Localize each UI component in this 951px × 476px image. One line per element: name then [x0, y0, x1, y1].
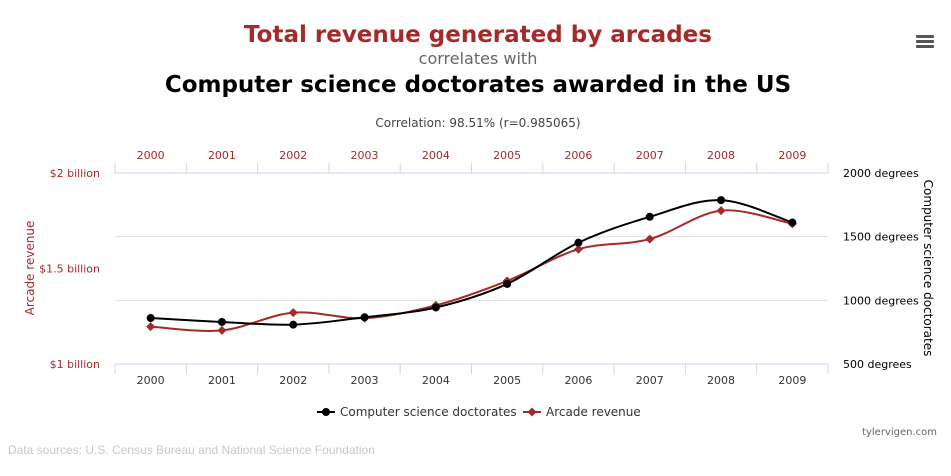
left-axis-tick-label: $1 billion	[50, 358, 100, 371]
left-axis-tick-label: $2 billion	[50, 167, 100, 180]
arcade-revenue-line	[150, 209, 793, 332]
legend-label-arcade-revenue: Arcade revenue	[546, 405, 641, 419]
arcade-revenue-point	[146, 322, 156, 332]
arcade-revenue-point	[573, 244, 583, 254]
correlation-label: Correlation: 98.51% (r=0.985065)	[375, 116, 581, 130]
x-tick-label-bottom: 2001	[208, 374, 236, 387]
hamburger-menu-icon[interactable]	[916, 35, 934, 49]
x-tick-label-top: 2003	[351, 149, 379, 162]
legend-label-cs-doctorates: Computer science doctorates	[340, 405, 517, 419]
arcade-revenue-point	[716, 206, 726, 216]
site-credit[interactable]: tylervigen.com	[862, 427, 937, 438]
x-tick-label-top: 2005	[493, 149, 521, 162]
arcade-revenue-point	[288, 308, 298, 318]
right-axis-tick-label: 1500 degrees	[843, 231, 919, 244]
legend-swatch-marker	[527, 407, 537, 417]
x-tick-label-top: 2004	[422, 149, 450, 162]
x-tick-label-bottom: 2000	[137, 374, 165, 387]
cs-doctorates-point	[146, 314, 155, 323]
x-tick-label-top: 2008	[707, 149, 735, 162]
cs-doctorates-point	[503, 279, 512, 288]
x-tick-label-bottom: 2006	[564, 374, 592, 387]
left-axis-title: Arcade revenue	[23, 221, 37, 316]
x-tick-label-top: 2007	[636, 149, 664, 162]
cs-doctorates-point	[360, 313, 369, 322]
x-tick-label-bottom: 2008	[707, 374, 735, 387]
chart-title-primary: Total revenue generated by arcades	[244, 22, 712, 48]
right-axis-tick-label: 2000 degrees	[843, 167, 919, 180]
x-tick-label-top: 2002	[279, 149, 307, 162]
cs-doctorates-line	[150, 199, 793, 326]
cs-doctorates-point	[217, 317, 226, 326]
chart-title-connector: correlates with	[418, 49, 538, 68]
x-tick-label-bottom: 2009	[778, 374, 806, 387]
right-axis-title: Computer science doctorates	[921, 180, 935, 357]
cs-doctorates-point	[788, 218, 797, 227]
cs-doctorates-point	[645, 212, 654, 221]
x-tick-label-bottom: 2003	[351, 374, 379, 387]
chart-title-secondary: Computer science doctorates awarded in t…	[164, 72, 792, 98]
x-tick-label-bottom: 2007	[636, 374, 664, 387]
arcade-revenue-point	[645, 234, 655, 244]
data-sources: Data sources: U.S. Census Bureau and Nat…	[8, 443, 375, 457]
cs-doctorates-point	[574, 238, 583, 247]
right-axis-tick-label: 500 degrees	[843, 358, 912, 371]
right-axis-tick-label: 1000 degrees	[843, 294, 919, 307]
x-tick-label-top: 2006	[564, 149, 592, 162]
left-axis-tick-label: $1.5 billion	[39, 263, 100, 276]
x-tick-label-bottom: 2002	[279, 374, 307, 387]
cs-doctorates-point	[431, 303, 440, 312]
cs-doctorates-point	[289, 320, 298, 329]
legend-swatch-marker	[322, 408, 330, 416]
arcade-revenue-point	[217, 325, 227, 335]
x-tick-label-top: 2009	[778, 149, 806, 162]
x-tick-label-top: 2001	[208, 149, 236, 162]
cs-doctorates-point	[717, 196, 726, 205]
x-tick-label-bottom: 2005	[493, 374, 521, 387]
x-tick-label-bottom: 2004	[422, 374, 450, 387]
x-tick-label-top: 2000	[137, 149, 165, 162]
